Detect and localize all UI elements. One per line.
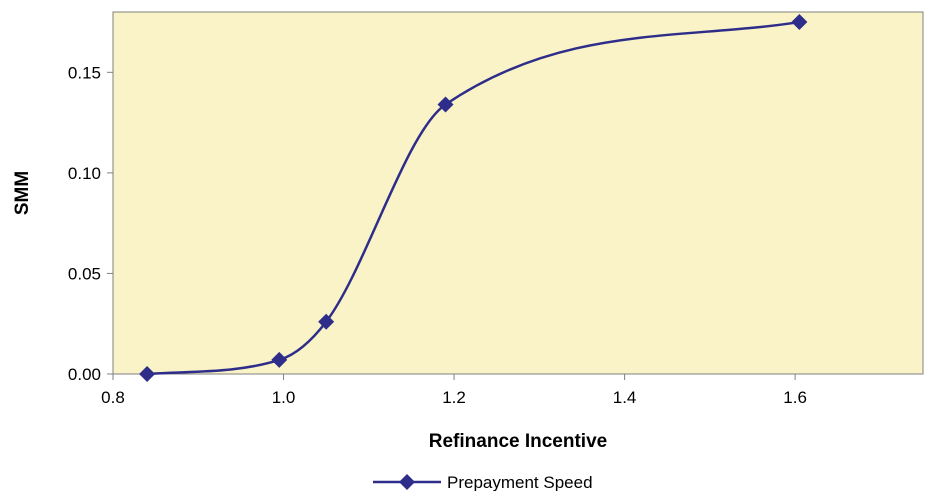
data-point-marker [437,96,454,113]
data-point-marker [318,313,335,330]
x-axis: 0.8 1.0 1.2 1.4 1.6 [101,374,807,407]
legend: Prepayment Speed [373,473,593,491]
x-tick-label: 1.4 [613,388,637,407]
data-point-marker [271,351,288,368]
series-line [147,20,800,376]
x-axis-title: Refinance Incentive [429,431,607,452]
x-tick-label: 1.2 [442,388,466,407]
y-axis: 0.00 0.05 0.10 0.15 [68,63,113,384]
legend-label: Prepayment Speed [447,473,593,491]
y-axis-title: SMM [12,171,33,215]
data-point-marker [791,14,808,31]
plot-area [112,11,924,375]
x-tick-label: 0.8 [101,388,125,407]
y-tick-label: 0.15 [68,63,101,82]
legend-marker-diamond [399,474,415,490]
x-tick-label: 1.6 [783,388,807,407]
series-layer [139,14,808,382]
y-tick-label: 0.10 [68,164,101,183]
x-tick-label: 1.0 [272,388,296,407]
y-tick-label: 0.00 [68,365,101,384]
y-tick-label: 0.05 [68,264,101,283]
data-point-marker [139,366,156,382]
